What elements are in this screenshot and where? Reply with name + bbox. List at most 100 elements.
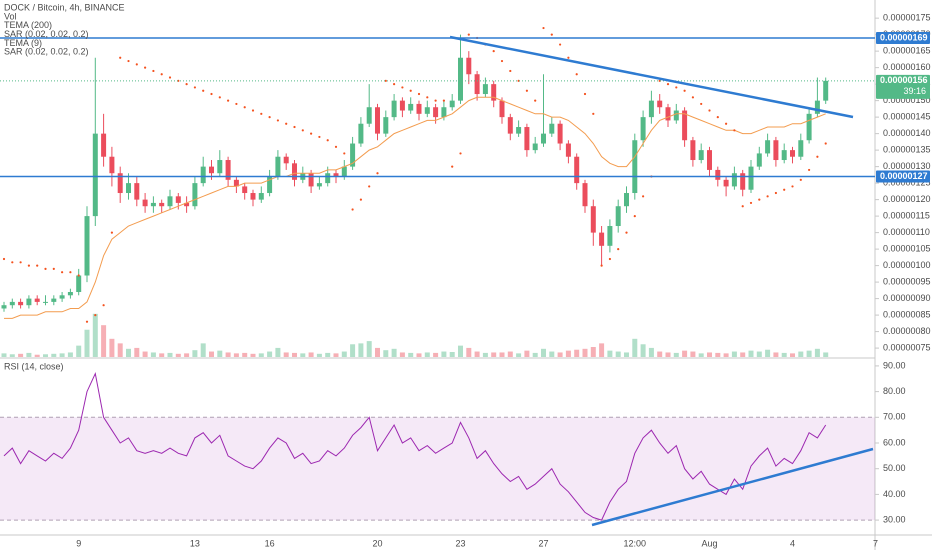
- volume-bar: [292, 352, 297, 357]
- y-tick-label: 0.00000105: [883, 243, 931, 253]
- x-tick-label: 16: [265, 538, 275, 548]
- sar-dot: [542, 26, 545, 30]
- volume-bar: [316, 353, 322, 357]
- volume-bar: [790, 353, 795, 357]
- price-label: 0.00000156: [880, 75, 928, 85]
- sar-dot: [2, 257, 6, 261]
- candle-body: [433, 107, 439, 118]
- rsi-tick-label: 70.00: [883, 412, 906, 422]
- candle-body: [549, 123, 555, 134]
- x-tick-label: 13: [190, 538, 200, 548]
- volume-bar: [532, 352, 538, 357]
- sar-dot: [359, 198, 362, 201]
- volume-bar: [731, 351, 737, 357]
- volume-bar: [366, 341, 372, 357]
- sar-dot: [816, 155, 819, 158]
- sar-dot: [534, 99, 537, 102]
- candle-body: [458, 57, 463, 101]
- sar-dot: [368, 185, 371, 188]
- sar-dot: [442, 99, 445, 102]
- candle-body: [408, 103, 414, 111]
- y-tick-label: 0.00000115: [883, 210, 930, 220]
- volume-bar: [449, 352, 455, 357]
- volume-bar: [283, 352, 289, 357]
- volume-bar: [565, 350, 571, 357]
- sar-dot: [326, 139, 329, 142]
- sar-dot: [791, 185, 794, 188]
- candle-body: [275, 156, 281, 177]
- sar-dot: [293, 125, 296, 129]
- x-tick-label: 27: [538, 538, 548, 548]
- candle-body: [333, 173, 339, 177]
- candle-body: [325, 173, 331, 184]
- volume-bar: [657, 351, 663, 357]
- candle-body: [715, 169, 721, 180]
- volume-bar: [466, 347, 472, 357]
- sar-dot: [517, 79, 520, 82]
- sar-dot: [19, 261, 22, 264]
- volume-bar: [590, 347, 596, 357]
- rsi-tick-label: 60.00: [883, 437, 906, 447]
- sar-dot: [251, 109, 255, 112]
- sar-dot: [417, 92, 421, 96]
- sar-dot: [733, 129, 736, 132]
- sar-dot: [243, 106, 246, 109]
- sar-dot: [434, 99, 437, 102]
- y-tick-label: 0.00000140: [883, 128, 931, 138]
- candle-body: [159, 202, 165, 207]
- rsi-tick-label: 90.00: [883, 360, 906, 370]
- volume-bar: [698, 353, 704, 357]
- volume-bar: [574, 349, 580, 357]
- volume-bar: [707, 352, 712, 357]
- x-tick-label: 20: [372, 538, 382, 548]
- volume-bar: [781, 352, 787, 357]
- volume-bar: [507, 351, 513, 357]
- x-tick-label: 7: [873, 538, 878, 548]
- sar-dot: [608, 257, 612, 261]
- candle-body: [657, 100, 663, 108]
- volume-bar: [333, 353, 339, 357]
- volume-bar: [9, 354, 15, 357]
- candle-body: [698, 150, 704, 161]
- candle-body: [640, 117, 646, 141]
- volume-bar: [673, 352, 679, 357]
- sar-dot: [808, 168, 811, 172]
- candle-body: [814, 100, 820, 114]
- sar-dot: [783, 188, 786, 191]
- volume-bar: [723, 353, 729, 357]
- candle-body: [682, 110, 688, 141]
- volume-bar: [756, 351, 762, 357]
- x-tick-label: 12:00: [624, 538, 647, 548]
- sar-dot: [210, 92, 213, 96]
- volume-bar: [341, 351, 347, 357]
- y-tick-label: 0.00000080: [883, 326, 931, 336]
- main-group: [0, 26, 875, 521]
- x-tick-label: 23: [455, 538, 465, 548]
- sar-dot: [36, 264, 39, 267]
- sar-dot: [235, 102, 238, 106]
- candle-body: [624, 193, 629, 207]
- y-tick-label: 0.00000110: [883, 227, 930, 237]
- candle-body: [582, 183, 588, 207]
- candle-body: [632, 140, 638, 194]
- volume-bar: [350, 344, 356, 357]
- y-tick-label: 0.00000135: [883, 144, 931, 154]
- rsi-tick-label: 50.00: [883, 463, 906, 473]
- sar-dot: [351, 208, 354, 211]
- sar-dot: [500, 59, 504, 63]
- legend-entry: SAR (0.02, 0.02, 0.2): [4, 47, 89, 57]
- volume-bar: [748, 350, 754, 357]
- sar-dot: [567, 56, 570, 59]
- volume-bar: [250, 353, 256, 357]
- sar-dot: [600, 264, 603, 267]
- candle-body: [748, 166, 754, 190]
- volume-bar: [640, 344, 646, 357]
- sar-dot: [401, 86, 404, 89]
- volume-bar: [474, 351, 480, 357]
- volume-bar: [242, 352, 248, 357]
- sar-dot: [766, 195, 769, 198]
- volume-bar: [516, 353, 522, 357]
- sar-dot: [119, 56, 122, 59]
